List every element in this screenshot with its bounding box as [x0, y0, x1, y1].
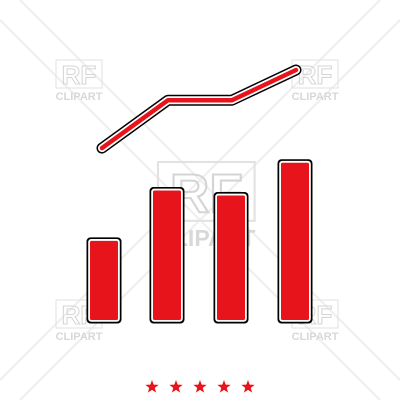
watermark-line: [19, 0, 400, 381]
bar-chart-growth-icon: [86, 64, 313, 324]
watermark-logo-subtext: CLIPART: [56, 91, 103, 103]
watermark-logo-text: RF: [62, 60, 97, 90]
watermark-line: [0, 19, 381, 400]
star-icon: [241, 380, 255, 393]
watermark-line: [19, 19, 400, 400]
watermark-logo-text: RF: [298, 60, 333, 90]
star-icon: [169, 380, 183, 393]
chart-bar: [149, 186, 185, 324]
star-rating: [145, 380, 255, 393]
watermark-logo-subtext: CLIPART: [292, 331, 339, 343]
star-icon: [193, 380, 207, 393]
star-icon: [217, 380, 231, 393]
chart-bar: [277, 159, 313, 324]
watermark-logo-subtext: CLIPART: [56, 331, 103, 343]
trend-line: [96, 64, 302, 154]
watermark-logo-subtext: CLIPART: [292, 91, 339, 103]
star-icon: [145, 380, 159, 393]
chart-bar: [86, 237, 122, 324]
chart-bar: [213, 191, 249, 324]
watermark-line: [0, 0, 381, 381]
